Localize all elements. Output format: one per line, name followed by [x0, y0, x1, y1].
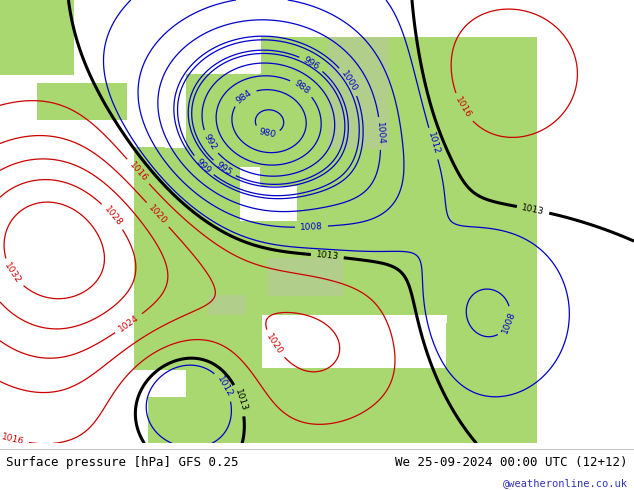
Text: 992: 992: [202, 133, 218, 152]
Text: 1012: 1012: [216, 374, 235, 398]
Text: Surface pressure [hPa] GFS 0.25: Surface pressure [hPa] GFS 0.25: [6, 456, 239, 468]
Text: 980: 980: [257, 127, 276, 140]
Text: 988: 988: [292, 79, 311, 97]
Text: 1016: 1016: [127, 160, 149, 183]
Text: 995: 995: [214, 160, 234, 177]
Text: 996: 996: [302, 55, 321, 72]
Text: 999: 999: [194, 156, 212, 175]
Text: 1012: 1012: [426, 131, 441, 156]
Text: 1013: 1013: [521, 203, 545, 217]
Text: We 25-09-2024 00:00 UTC (12+12): We 25-09-2024 00:00 UTC (12+12): [395, 456, 628, 468]
Text: 1020: 1020: [264, 332, 284, 356]
Text: 1008: 1008: [500, 310, 517, 335]
Text: 984: 984: [235, 88, 254, 105]
Text: 1008: 1008: [300, 222, 323, 232]
Text: 1024: 1024: [117, 313, 141, 334]
Text: 1000: 1000: [339, 69, 359, 94]
Text: 1013: 1013: [233, 388, 248, 413]
Text: 1028: 1028: [102, 205, 124, 228]
Text: 1013: 1013: [316, 250, 339, 262]
Text: 1020: 1020: [146, 203, 169, 226]
Text: @weatheronline.co.uk: @weatheronline.co.uk: [503, 478, 628, 488]
Text: 1016: 1016: [453, 96, 472, 120]
Text: 1004: 1004: [375, 122, 385, 145]
Text: 1032: 1032: [3, 261, 23, 285]
Text: 1016: 1016: [1, 432, 25, 446]
